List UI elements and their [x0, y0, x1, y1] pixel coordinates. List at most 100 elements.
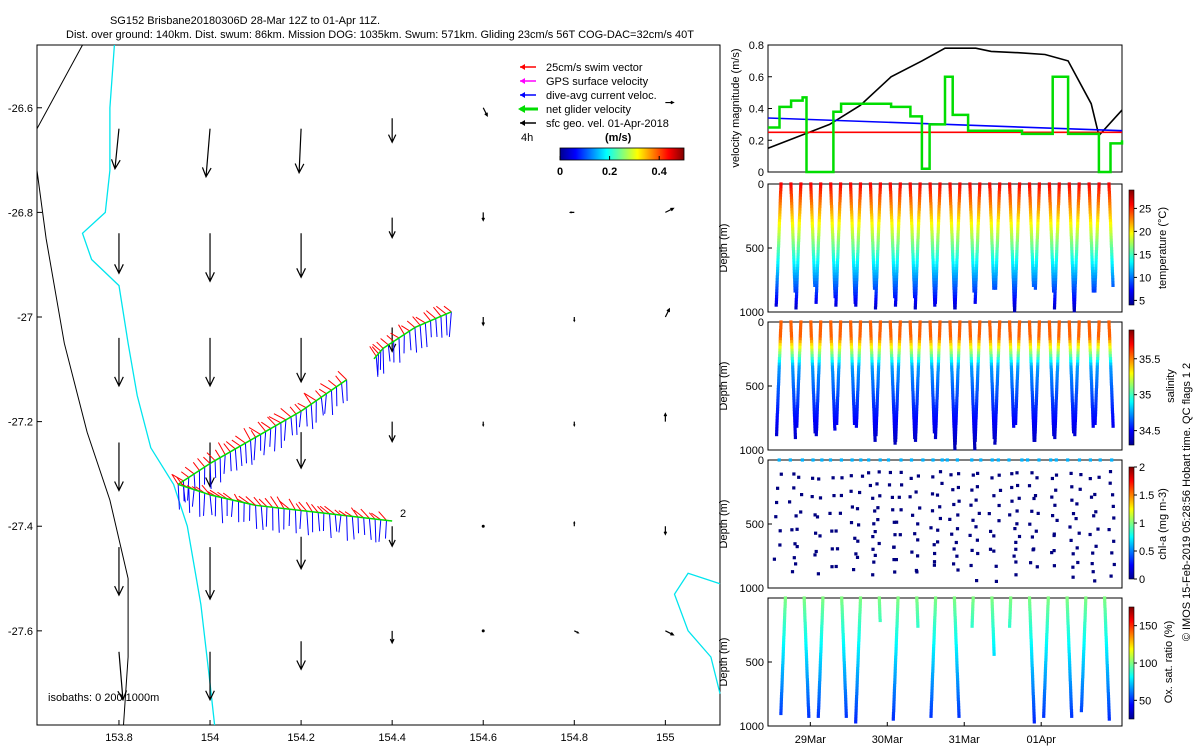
profile-point	[976, 551, 980, 556]
profile-point	[1075, 388, 1079, 392]
dac-vector	[239, 445, 243, 467]
profile-point	[1109, 368, 1113, 372]
profile-point	[777, 241, 781, 245]
profile-point	[1034, 269, 1038, 273]
profile-point	[1077, 188, 1081, 192]
profile-point	[897, 348, 901, 352]
profile-point	[790, 210, 794, 214]
profile-point	[855, 272, 859, 276]
profile-point	[794, 562, 798, 566]
velocity-panel: 00.20.40.60.8 velocity magnitude (m/s)	[730, 40, 1124, 179]
profile-point	[1015, 376, 1019, 380]
profile-point	[994, 416, 998, 420]
profile-point	[869, 342, 873, 347]
profile-point	[796, 241, 801, 245]
profile-point	[1088, 458, 1092, 462]
profile-point	[798, 351, 802, 355]
profile-point	[877, 599, 881, 603]
profile-point	[1075, 365, 1079, 369]
profile-point	[1068, 680, 1072, 685]
profile-point	[1094, 544, 1098, 548]
profile-point	[1011, 404, 1015, 409]
profile-point	[1073, 416, 1078, 420]
profile-point	[841, 627, 845, 631]
profile-point	[931, 655, 935, 659]
profile-point	[952, 547, 956, 551]
profile-point	[988, 334, 992, 338]
profile-point	[819, 182, 823, 186]
profile-point	[1016, 348, 1021, 352]
profile-point	[1108, 342, 1112, 347]
profile-point	[917, 354, 921, 358]
swim-vector	[172, 474, 184, 482]
profile-point	[835, 404, 839, 409]
profile-point	[838, 193, 842, 197]
profile-point	[878, 618, 882, 623]
profile-point	[818, 334, 822, 338]
profile-point	[993, 441, 997, 445]
profile-point	[890, 365, 894, 369]
profile-point	[917, 202, 921, 206]
swim-vector	[257, 421, 267, 432]
profile-point	[857, 348, 861, 352]
profile-point	[1081, 669, 1085, 673]
profile-point	[892, 697, 896, 701]
profile-point	[889, 199, 893, 203]
swim-vector	[235, 435, 246, 444]
profile-point	[949, 359, 954, 363]
profile-point	[957, 204, 961, 209]
profile-point	[1071, 565, 1075, 569]
profile-point	[945, 458, 949, 462]
profile-point	[1104, 644, 1109, 648]
profile-point	[1074, 269, 1078, 273]
profile-point	[835, 278, 839, 282]
profile-point	[1030, 238, 1034, 242]
dac-vector	[214, 460, 217, 478]
profile-point	[1106, 675, 1110, 679]
profile-point	[1096, 210, 1100, 214]
profile-point	[775, 272, 780, 276]
profile-point	[908, 495, 912, 499]
profile-point	[877, 359, 881, 363]
profile-point	[1082, 635, 1086, 639]
profile-point	[1104, 624, 1108, 628]
profile-point	[837, 348, 842, 352]
profile-point	[798, 199, 802, 203]
profile-point	[1073, 433, 1077, 437]
profile-point	[820, 624, 824, 628]
profile-point	[975, 388, 979, 392]
profile-point	[1008, 607, 1012, 611]
profile-point	[977, 210, 981, 214]
profile-point	[803, 610, 807, 614]
profile-point	[895, 266, 899, 271]
dac-vector	[295, 414, 298, 435]
profile-point	[1031, 261, 1035, 265]
profile-point	[948, 185, 952, 189]
profile-point	[909, 334, 913, 338]
profile-point	[957, 193, 962, 197]
profile-point	[994, 286, 998, 290]
profile-point	[871, 388, 875, 392]
profile-point	[829, 328, 833, 332]
profile-point	[989, 221, 993, 225]
profile-point	[955, 393, 959, 397]
profile-point	[791, 362, 795, 366]
profile-point	[930, 227, 934, 231]
profile-point	[958, 190, 962, 194]
profile-point	[914, 419, 918, 423]
colorbar-tick-label: 1	[1139, 518, 1145, 530]
profile-point	[1093, 286, 1097, 290]
profile-point	[1029, 359, 1033, 363]
profile-point	[1055, 244, 1059, 248]
profile-point	[930, 221, 934, 225]
profile-point	[1034, 416, 1038, 420]
profile-point	[954, 627, 958, 631]
profile-point	[936, 244, 940, 248]
profile-point	[856, 669, 860, 673]
profile-point	[840, 610, 844, 614]
profile-point	[816, 393, 820, 397]
profile-point	[936, 365, 940, 369]
profile-point	[1033, 286, 1037, 290]
profile-point	[915, 258, 919, 262]
profile-point	[996, 357, 1000, 361]
